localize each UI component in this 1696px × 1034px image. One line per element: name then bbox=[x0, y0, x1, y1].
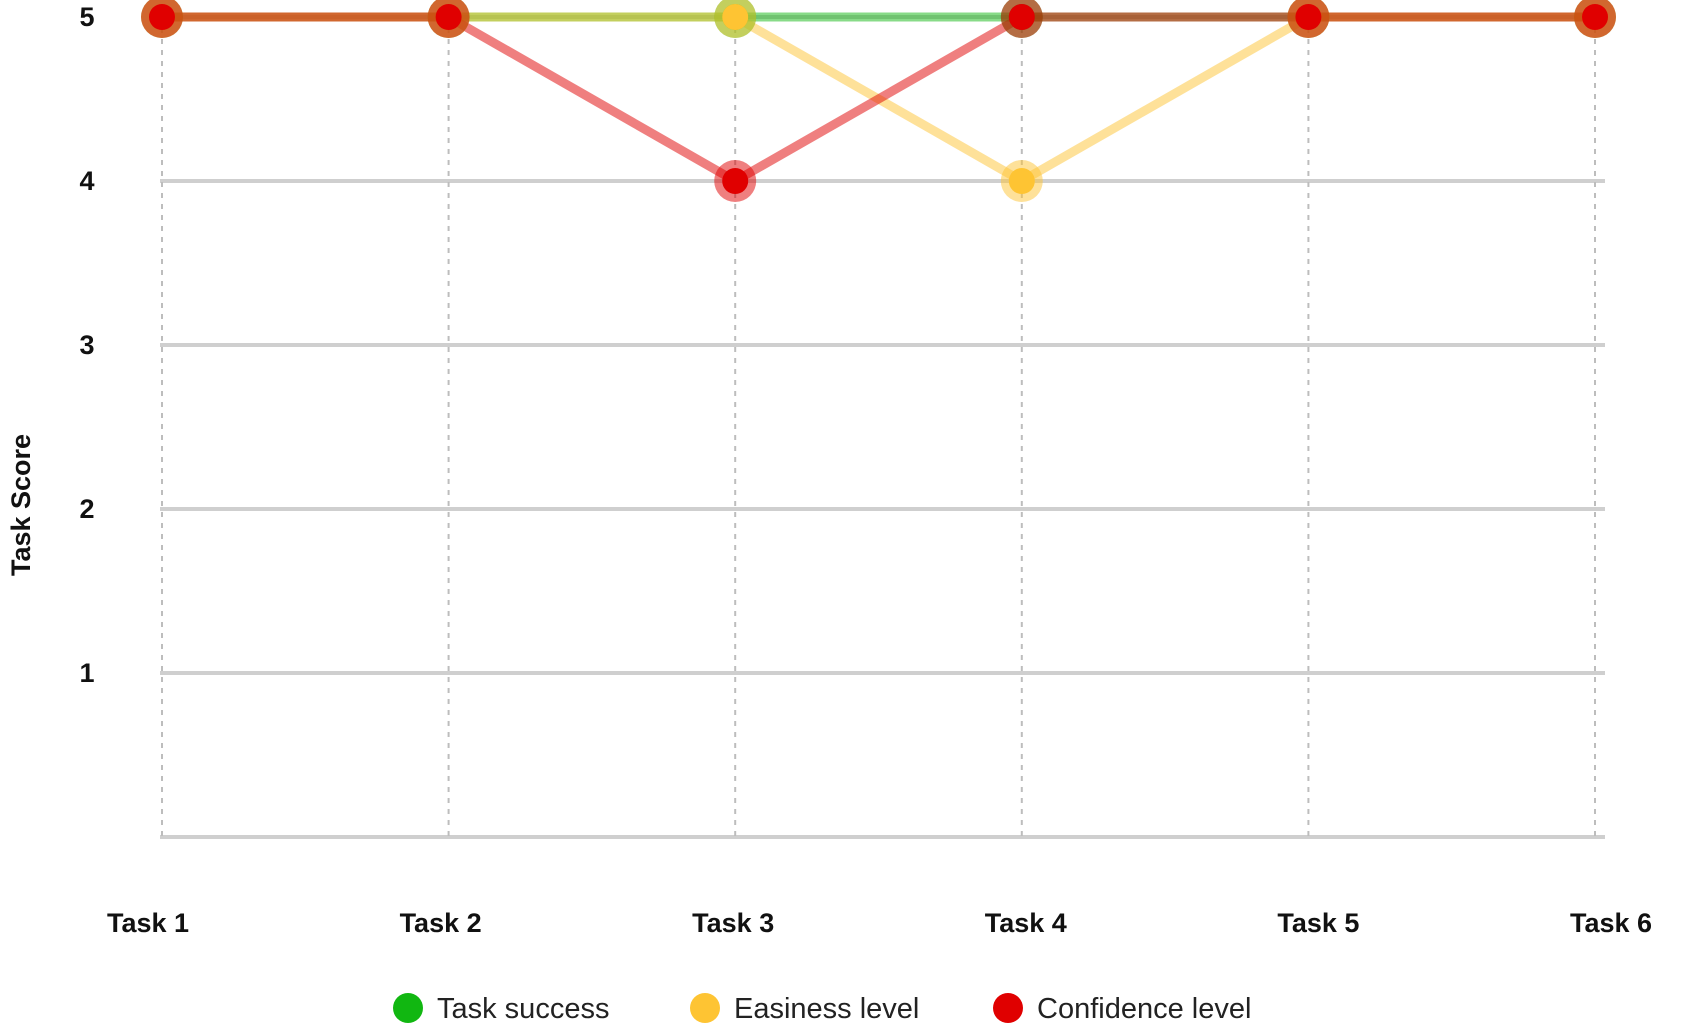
data-point bbox=[1000, 160, 1043, 202]
x-tick-labels: Task 1 Task 2 Task 3 Task 4 Task 5 Task 6 bbox=[107, 908, 1652, 938]
y-tick-labels: 1 2 3 4 5 bbox=[79, 2, 94, 688]
legend-swatch bbox=[393, 993, 423, 1023]
legend-item: Task success bbox=[393, 993, 609, 1025]
data-point bbox=[714, 0, 757, 38]
legend-item: Easiness level bbox=[690, 993, 919, 1025]
x-tick-label: Task 5 bbox=[1277, 908, 1359, 938]
x-tick-label: Task 6 bbox=[1570, 908, 1652, 938]
data-point-marker bbox=[722, 168, 749, 194]
data-point bbox=[1574, 0, 1616, 38]
y-tick-label: 5 bbox=[79, 2, 94, 32]
y-tick-label: 3 bbox=[79, 330, 94, 360]
x-tick-label: Task 1 bbox=[107, 908, 189, 938]
data-point-marker bbox=[1582, 4, 1608, 30]
y-tick-label: 4 bbox=[79, 166, 94, 196]
legend-item: Confidence level bbox=[993, 993, 1251, 1025]
series-points bbox=[141, 0, 1616, 202]
legend-swatch bbox=[993, 993, 1023, 1023]
series-lines bbox=[157, 12, 1600, 186]
y-tick-label: 1 bbox=[79, 658, 94, 688]
legend-label: Task success bbox=[437, 993, 609, 1025]
legend-label: Confidence level bbox=[1037, 993, 1251, 1025]
series-line-confidence-level bbox=[157, 12, 1600, 186]
data-point bbox=[141, 0, 183, 38]
data-point-marker bbox=[1008, 168, 1035, 194]
y-axis-title: Task Score bbox=[6, 434, 36, 576]
x-tick-label: Task 2 bbox=[400, 908, 482, 938]
data-point bbox=[714, 160, 757, 202]
data-point-marker bbox=[149, 4, 175, 30]
y-tick-label: 2 bbox=[79, 494, 94, 524]
x-tick-label: Task 4 bbox=[985, 908, 1067, 938]
x-tick-label: Task 3 bbox=[692, 908, 774, 938]
data-point-marker bbox=[1295, 4, 1322, 30]
data-point bbox=[1287, 0, 1330, 38]
legend: Task success Easiness level Confidence lev… bbox=[393, 993, 1251, 1025]
data-point-marker bbox=[722, 4, 749, 30]
data-point bbox=[1000, 0, 1043, 38]
data-point bbox=[427, 0, 470, 38]
legend-label: Easiness level bbox=[734, 993, 919, 1025]
legend-swatch bbox=[690, 993, 720, 1023]
data-point-marker bbox=[1008, 4, 1035, 30]
grid-lines bbox=[160, 15, 1605, 841]
data-point-marker bbox=[435, 4, 462, 30]
